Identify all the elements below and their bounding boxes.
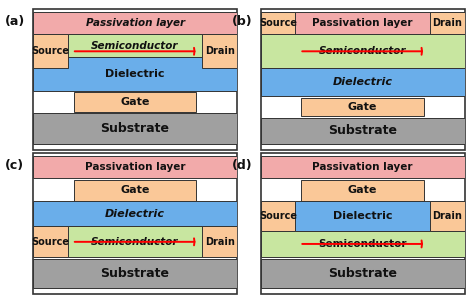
Bar [261,259,465,288]
Text: Source: Source [259,18,297,28]
Bar [33,34,237,57]
Text: Passivation layer: Passivation layer [312,162,413,172]
Text: Dielectric: Dielectric [105,69,165,79]
Bar [261,201,465,230]
Bar [33,226,237,257]
Bar [261,230,465,257]
Text: Substrate: Substrate [100,122,170,135]
Text: Passivation layer: Passivation layer [85,162,185,172]
Text: Dielectric: Dielectric [333,77,392,87]
Text: Semiconductor: Semiconductor [91,237,179,247]
Bar [33,259,237,288]
Bar [33,201,237,226]
Text: Drain: Drain [205,46,235,56]
Text: Substrate: Substrate [100,267,170,280]
Bar [33,113,237,144]
Text: Drain: Drain [205,237,235,247]
Text: (a): (a) [5,15,25,28]
Text: Drain: Drain [432,211,462,221]
Bar [74,180,196,201]
Text: Semiconductor: Semiconductor [319,46,406,56]
Text: Gate: Gate [120,185,150,195]
Text: Drain: Drain [432,18,462,28]
Text: Source: Source [259,211,297,221]
Bar [261,12,465,34]
Bar [202,34,237,68]
Bar [74,92,196,112]
Bar [202,226,237,257]
Bar [261,68,465,96]
Bar [33,156,237,178]
Text: Dielectric: Dielectric [105,208,165,219]
Bar [430,201,465,230]
Text: Passivation layer: Passivation layer [312,18,413,28]
Text: Source: Source [31,46,70,56]
Bar [261,156,465,178]
Text: Semiconductor: Semiconductor [91,41,179,51]
Bar [261,118,465,144]
Bar [261,34,465,68]
Bar [301,98,424,116]
Text: Passivation layer: Passivation layer [85,18,185,28]
Text: (d): (d) [232,159,253,172]
Text: Substrate: Substrate [328,267,397,280]
Text: Gate: Gate [348,102,377,112]
Bar [33,57,237,91]
Bar [261,12,295,34]
Text: Semiconductor: Semiconductor [319,239,407,249]
Text: Gate: Gate [120,97,150,107]
Text: Dielectric: Dielectric [333,211,392,221]
Bar [33,12,237,34]
Bar [301,180,424,201]
Bar [261,201,295,230]
Text: Gate: Gate [348,185,377,195]
Bar [430,12,465,34]
Text: (c): (c) [5,159,24,172]
Text: Source: Source [31,237,70,247]
Text: Substrate: Substrate [328,124,397,137]
Bar [33,34,68,68]
Text: (b): (b) [232,15,253,28]
Bar [33,226,68,257]
